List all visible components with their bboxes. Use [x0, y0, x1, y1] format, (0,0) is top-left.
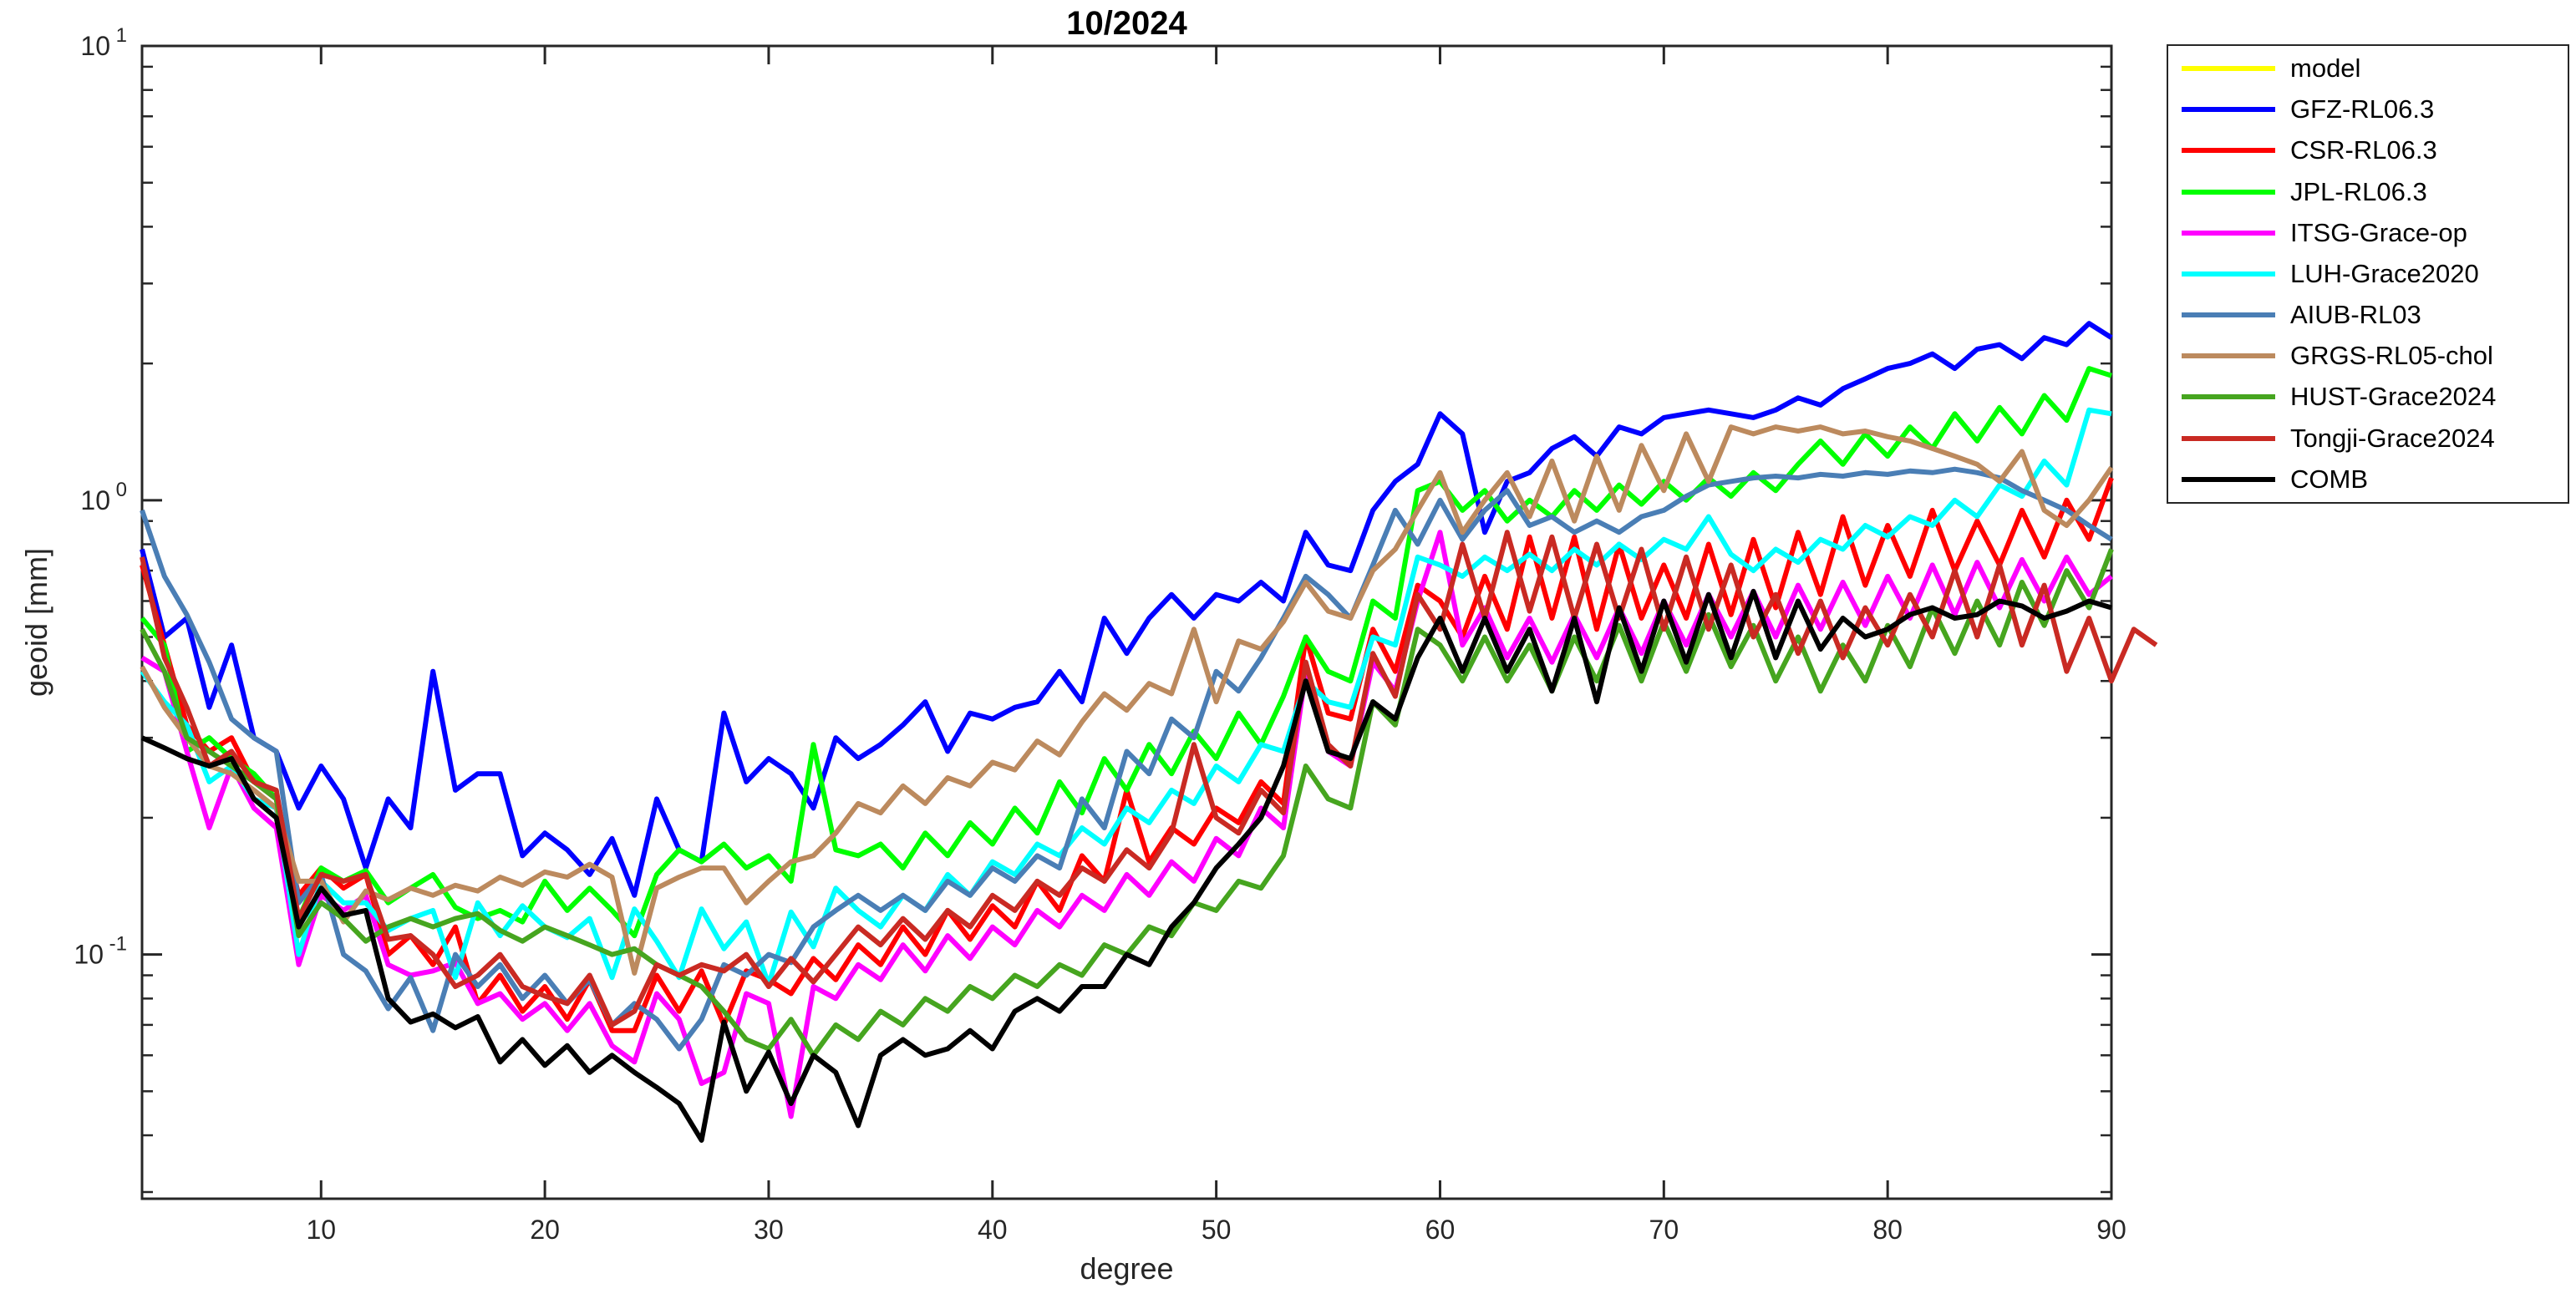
legend-line-swatch: [2182, 148, 2275, 154]
legend-label: GRGS-RL05-chol: [2290, 341, 2493, 371]
legend-line-swatch: [2182, 435, 2275, 441]
series-line-Tongji-Grace2024: [140, 530, 2158, 1027]
legend-item-JPL-RL06.3: JPL-RL06.3: [2168, 174, 2568, 211]
legend-line-swatch: [2182, 66, 2275, 72]
legend-label: HUST-Grace2024: [2290, 382, 2497, 412]
legend-line-swatch: [2182, 476, 2275, 482]
legend-item-AIUB-RL03: AIUB-RL03: [2168, 297, 2568, 333]
legend-item-COMB: COMB: [2168, 461, 2568, 498]
legend-item-GRGS-RL05-chol: GRGS-RL05-chol: [2168, 337, 2568, 374]
legend-line-swatch: [2182, 353, 2275, 359]
legend-label: GFZ-RL06.3: [2290, 94, 2435, 124]
legend-line-swatch: [2182, 189, 2275, 195]
legend-line-swatch: [2182, 271, 2275, 277]
legend-label: COMB: [2290, 464, 2368, 494]
series-line-LUH-Grace2020: [140, 407, 2112, 987]
legend-item-LUH-Grace2020: LUH-Grace2020: [2168, 256, 2568, 292]
legend-label: CSR-RL06.3: [2290, 135, 2437, 165]
series-line-COMB: [140, 588, 2112, 1143]
legend-item-GFZ-RL06.3: GFZ-RL06.3: [2168, 91, 2568, 128]
y-axis-label: geoid [mm]: [19, 547, 53, 698]
legend-label: ITSG-Grace-op: [2290, 217, 2467, 247]
legend-label: Tongji-Grace2024: [2290, 423, 2495, 453]
legend-label: AIUB-RL03: [2290, 300, 2421, 330]
x-tick-label: 80: [1872, 1215, 1903, 1245]
legend-line-swatch: [2182, 107, 2275, 113]
legend-line-swatch: [2182, 230, 2275, 236]
x-tick-label: 10: [306, 1215, 336, 1245]
legend-item-Tongji-Grace2024: Tongji-Grace2024: [2168, 420, 2568, 457]
legend-item-CSR-RL06.3: CSR-RL06.3: [2168, 132, 2568, 169]
axes-box: [140, 44, 2113, 1200]
legend-label: model: [2290, 53, 2361, 84]
series-line-AIUB-RL03: [140, 466, 2113, 1052]
series-line-ITSG-Grace-op: [140, 530, 2113, 1119]
x-tick-label: 20: [530, 1215, 560, 1245]
x-tick-label: 30: [754, 1215, 784, 1245]
legend: model GFZ-RL06.3 CSR-RL06.3 JPL-RL06.3 ITSG-…: [2167, 44, 2569, 504]
legend-label: LUH-Grace2020: [2290, 258, 2479, 288]
legend-line-swatch: [2182, 394, 2275, 400]
x-tick-label: 90: [2096, 1215, 2126, 1245]
y-tick-label: 10 1: [80, 24, 127, 61]
legend-item-model: model: [2168, 50, 2568, 87]
series-line-GFZ-RL06.3: [140, 321, 2113, 898]
y-tick-label: 10 -1: [74, 933, 127, 970]
legend-line-swatch: [2182, 312, 2275, 318]
legend-item-HUST-Grace2024: HUST-Grace2024: [2168, 378, 2568, 415]
x-axis-label: degree: [1080, 1251, 1174, 1286]
legend-label: JPL-RL06.3: [2290, 176, 2427, 206]
chart-title: 10/2024: [1066, 5, 1187, 42]
y-tick-label: 10 0: [80, 479, 127, 515]
legend-item-ITSG-Grace-op: ITSG-Grace-op: [2168, 215, 2568, 251]
series-line-GRGS-RL05-chol: [140, 424, 2114, 976]
x-tick-label: 70: [1649, 1215, 1679, 1245]
x-tick-label: 60: [1425, 1215, 1456, 1245]
x-tick-label: 40: [978, 1215, 1008, 1245]
x-tick-label: 50: [1202, 1215, 1232, 1245]
